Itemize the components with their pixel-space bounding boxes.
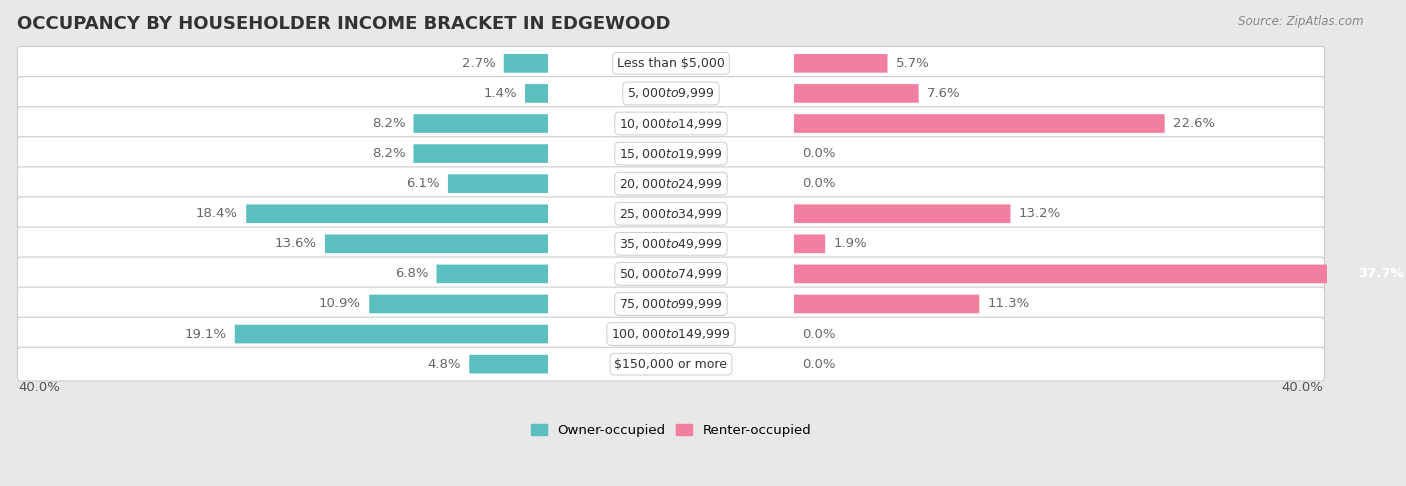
FancyBboxPatch shape: [17, 106, 1324, 140]
Text: 18.4%: 18.4%: [195, 207, 238, 220]
FancyBboxPatch shape: [449, 174, 548, 193]
FancyBboxPatch shape: [794, 205, 1011, 223]
Text: 40.0%: 40.0%: [1282, 381, 1323, 394]
FancyBboxPatch shape: [17, 257, 1324, 291]
Text: $25,000 to $34,999: $25,000 to $34,999: [619, 207, 723, 221]
Text: $15,000 to $19,999: $15,000 to $19,999: [619, 147, 723, 160]
FancyBboxPatch shape: [794, 114, 1164, 133]
Text: 13.6%: 13.6%: [274, 237, 316, 250]
FancyBboxPatch shape: [413, 114, 548, 133]
FancyBboxPatch shape: [794, 295, 980, 313]
Legend: Owner-occupied, Renter-occupied: Owner-occupied, Renter-occupied: [526, 419, 817, 443]
Text: Less than $5,000: Less than $5,000: [617, 57, 725, 70]
Text: 0.0%: 0.0%: [803, 147, 835, 160]
FancyBboxPatch shape: [794, 84, 918, 103]
FancyBboxPatch shape: [524, 84, 548, 103]
Text: 22.6%: 22.6%: [1173, 117, 1215, 130]
FancyBboxPatch shape: [17, 47, 1324, 80]
FancyBboxPatch shape: [17, 77, 1324, 110]
Text: 11.3%: 11.3%: [987, 297, 1029, 311]
Text: 4.8%: 4.8%: [427, 358, 461, 371]
Text: 10.9%: 10.9%: [319, 297, 361, 311]
Text: OCCUPANCY BY HOUSEHOLDER INCOME BRACKET IN EDGEWOOD: OCCUPANCY BY HOUSEHOLDER INCOME BRACKET …: [17, 15, 671, 33]
Text: 1.4%: 1.4%: [484, 87, 517, 100]
FancyBboxPatch shape: [17, 347, 1324, 381]
FancyBboxPatch shape: [17, 137, 1324, 171]
FancyBboxPatch shape: [17, 317, 1324, 351]
FancyBboxPatch shape: [470, 355, 548, 373]
Text: 0.0%: 0.0%: [803, 177, 835, 190]
Text: 13.2%: 13.2%: [1019, 207, 1062, 220]
Text: $20,000 to $24,999: $20,000 to $24,999: [619, 177, 723, 191]
FancyBboxPatch shape: [370, 295, 548, 313]
Text: 37.7%: 37.7%: [1358, 267, 1405, 280]
FancyBboxPatch shape: [794, 234, 825, 253]
Text: Source: ZipAtlas.com: Source: ZipAtlas.com: [1239, 15, 1364, 28]
FancyBboxPatch shape: [17, 227, 1324, 260]
FancyBboxPatch shape: [325, 234, 548, 253]
Text: 1.9%: 1.9%: [834, 237, 868, 250]
Text: 2.7%: 2.7%: [461, 57, 495, 70]
FancyBboxPatch shape: [17, 287, 1324, 321]
FancyBboxPatch shape: [436, 264, 548, 283]
Text: $150,000 or more: $150,000 or more: [614, 358, 727, 371]
Text: $35,000 to $49,999: $35,000 to $49,999: [619, 237, 723, 251]
Text: 8.2%: 8.2%: [371, 117, 405, 130]
Text: 6.8%: 6.8%: [395, 267, 429, 280]
Text: 8.2%: 8.2%: [371, 147, 405, 160]
Text: 7.6%: 7.6%: [927, 87, 960, 100]
Text: 0.0%: 0.0%: [803, 328, 835, 341]
Text: 6.1%: 6.1%: [406, 177, 440, 190]
FancyBboxPatch shape: [503, 54, 548, 73]
FancyBboxPatch shape: [413, 144, 548, 163]
FancyBboxPatch shape: [17, 197, 1324, 230]
Text: $50,000 to $74,999: $50,000 to $74,999: [619, 267, 723, 281]
Text: 0.0%: 0.0%: [803, 358, 835, 371]
FancyBboxPatch shape: [794, 264, 1406, 283]
FancyBboxPatch shape: [794, 54, 887, 73]
Text: $10,000 to $14,999: $10,000 to $14,999: [619, 117, 723, 131]
Text: $100,000 to $149,999: $100,000 to $149,999: [612, 327, 731, 341]
Text: 19.1%: 19.1%: [184, 328, 226, 341]
FancyBboxPatch shape: [246, 205, 548, 223]
Text: 5.7%: 5.7%: [896, 57, 929, 70]
Text: 40.0%: 40.0%: [18, 381, 60, 394]
FancyBboxPatch shape: [235, 325, 548, 344]
Text: $75,000 to $99,999: $75,000 to $99,999: [619, 297, 723, 311]
Text: $5,000 to $9,999: $5,000 to $9,999: [627, 87, 714, 101]
FancyBboxPatch shape: [17, 167, 1324, 201]
